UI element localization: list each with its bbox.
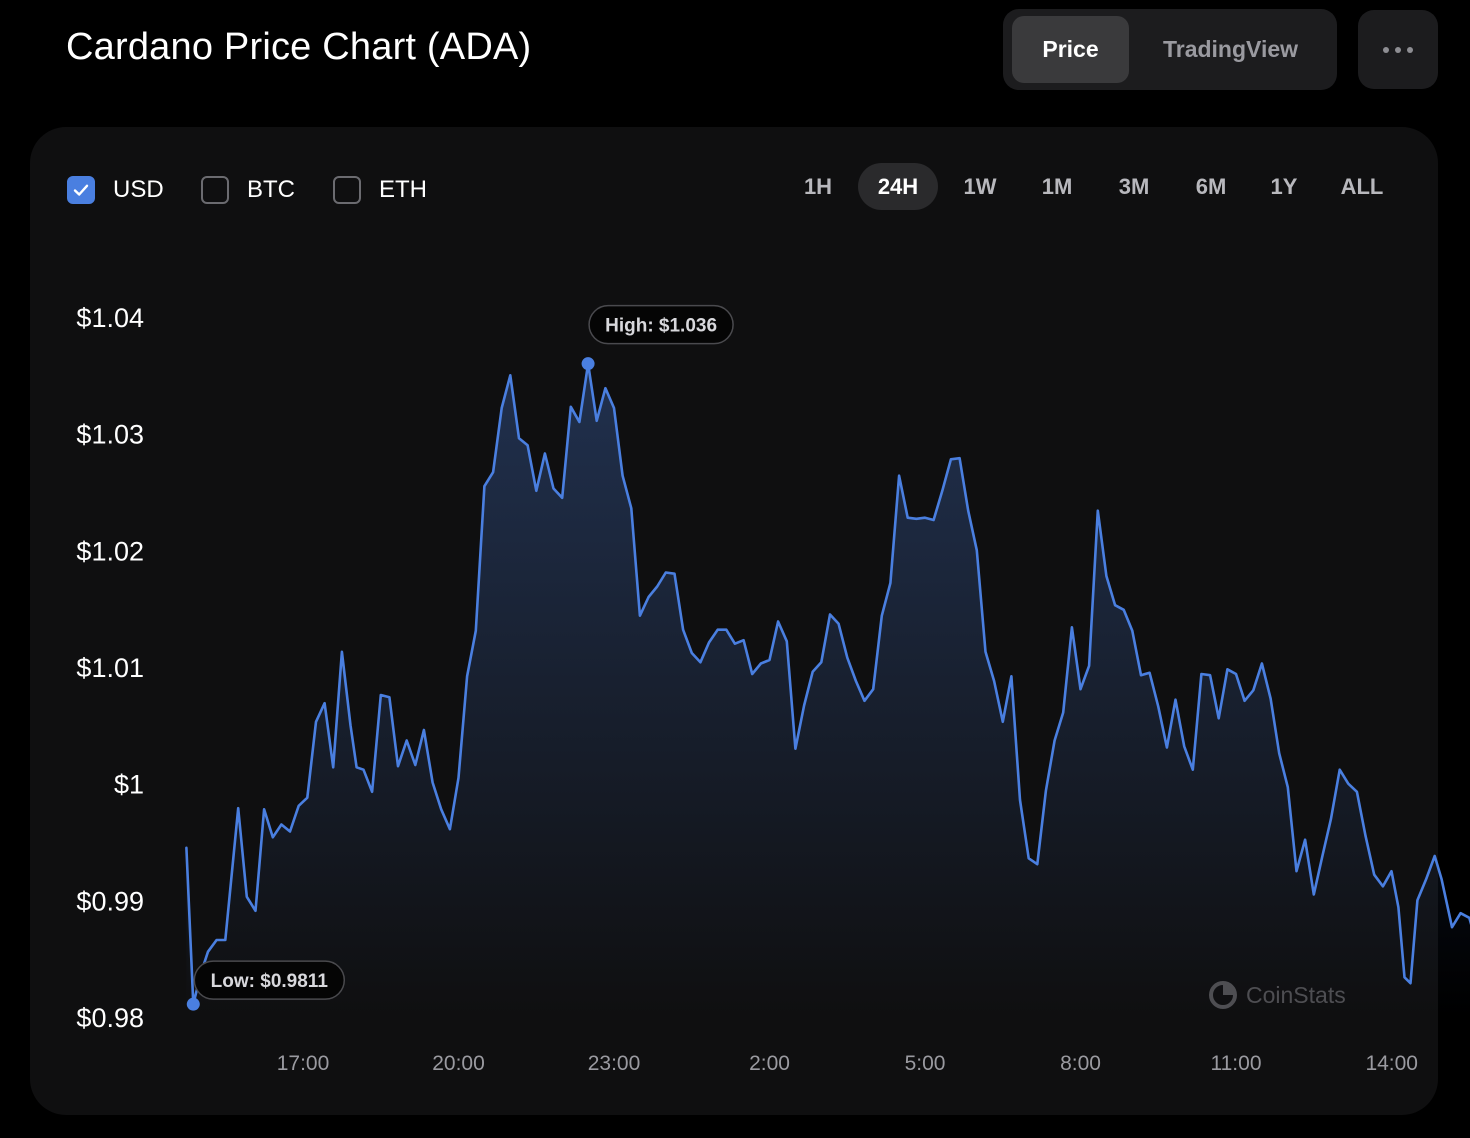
high-point <box>581 357 595 371</box>
high-label: High: $1.036 <box>605 316 717 337</box>
x-tick-label: 8:00 <box>1060 1052 1101 1075</box>
range-1m-button[interactable]: 1M <box>1041 174 1073 199</box>
coinstats-logo-icon <box>1209 981 1237 1009</box>
range-1h-button[interactable]: 1H <box>803 174 833 199</box>
check-icon <box>73 184 89 196</box>
high-tooltip: High: $1.036 <box>588 304 734 345</box>
range-3m-button[interactable]: 3M <box>1118 174 1150 199</box>
x-tick-label: 11:00 <box>1211 1052 1262 1075</box>
x-tick-label: 5:00 <box>905 1052 946 1075</box>
y-tick-label: $1.03 <box>76 420 144 450</box>
low-point <box>186 997 200 1011</box>
currency-btc-toggle[interactable]: BTC <box>201 174 295 206</box>
more-dot-2 <box>1395 46 1401 53</box>
x-tick-label: 2:00 <box>749 1052 790 1075</box>
range-1y-button[interactable]: 1Y <box>1270 174 1298 199</box>
price-area-fill <box>186 363 1470 1017</box>
currency-label-usd: USD <box>113 176 164 203</box>
y-tick-label: $0.98 <box>76 1003 144 1033</box>
x-tick-label: 20:00 <box>432 1052 485 1075</box>
currency-label-eth: ETH <box>379 176 427 203</box>
more-dot-3 <box>1407 46 1413 53</box>
y-tick-label: $1.04 <box>76 303 144 333</box>
price-line <box>185 362 1470 1006</box>
view-toggle: Price TradingView <box>1003 9 1337 90</box>
view-tradingview-button[interactable]: TradingView <box>1162 36 1299 62</box>
currency-label-btc: BTC <box>247 176 295 203</box>
range-24h-button[interactable]: 24H <box>858 163 938 210</box>
watermark-text: CoinStats <box>1246 981 1346 1008</box>
usd-checkbox[interactable] <box>67 176 95 204</box>
more-dots-icon <box>1383 46 1389 53</box>
more-options-button[interactable] <box>1358 10 1438 89</box>
x-tick-label: 17:00 <box>277 1052 330 1075</box>
y-tick-label: $1.02 <box>76 536 144 566</box>
currency-usd-toggle[interactable]: USD <box>67 174 164 206</box>
eth-checkbox[interactable] <box>333 176 361 204</box>
btc-checkbox[interactable] <box>201 176 229 204</box>
x-tick-label: 14:00 <box>1365 1052 1418 1075</box>
y-tick-label: $1.01 <box>76 653 144 683</box>
range-1w-button[interactable]: 1W <box>963 174 997 199</box>
low-tooltip: Low: $0.9811 <box>193 960 346 1000</box>
y-tick-label: $1 <box>114 770 144 800</box>
y-tick-label: $0.99 <box>76 886 144 916</box>
page-title: Cardano Price Chart (ADA) <box>66 26 532 68</box>
range-all-button[interactable]: ALL <box>1340 174 1384 199</box>
low-label: Low: $0.9811 <box>211 971 329 992</box>
range-6m-button[interactable]: 6M <box>1195 174 1227 199</box>
currency-eth-toggle[interactable]: ETH <box>333 174 427 206</box>
coinstats-watermark: CoinStats <box>1208 980 1346 1010</box>
x-tick-label: 23:00 <box>588 1052 641 1075</box>
view-price-button[interactable]: Price <box>1012 16 1129 83</box>
